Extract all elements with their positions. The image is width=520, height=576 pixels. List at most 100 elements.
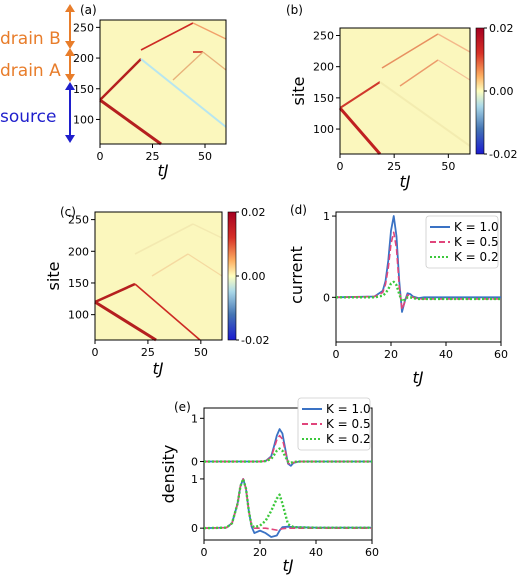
panel-b-ytick-label: 150 bbox=[313, 92, 334, 105]
panel-a-heatmap-background bbox=[100, 20, 226, 144]
panel-d-ylabel: current bbox=[287, 246, 306, 304]
panel-e-label: (e) bbox=[174, 400, 191, 414]
panel-a-ytick-label: 250 bbox=[73, 21, 94, 34]
panel-e-lower-lines bbox=[203, 477, 372, 538]
annotation-drain-a-arrow bbox=[65, 48, 75, 82]
panel-b-xtick-label: 25 bbox=[387, 160, 401, 173]
panel-b-frame bbox=[339, 27, 471, 155]
panel-b: (b) 100 150 200 250 0 25 50 tJ site 0.02 0.00 -… bbox=[286, 3, 517, 191]
panel-b-drain-b-front bbox=[381, 33, 439, 69]
panel-b-ytick-label: 200 bbox=[313, 61, 334, 74]
annotation-drain-b: drain B bbox=[0, 29, 61, 49]
panel-b-transmitted-wave bbox=[379, 81, 471, 147]
panel-b-label: (b) bbox=[286, 3, 303, 17]
panel-c-colorbar bbox=[227, 211, 237, 341]
panel-d-legend-label: K = 0.5 bbox=[454, 235, 499, 249]
panel-d-legend-label: K = 1.0 bbox=[454, 220, 499, 234]
panel-c-y-ticks: 100 150 200 250 bbox=[68, 214, 95, 322]
panel-d-y-ticks: 01 bbox=[323, 210, 336, 304]
panel-a-heatmap-features bbox=[99, 22, 227, 146]
panel-c-colorbar-ticks: 0.02 0.00 -0.02 bbox=[236, 206, 269, 347]
panel-a-label: (a) bbox=[80, 3, 97, 17]
panel-b-cbtick-label: 0.02 bbox=[489, 22, 514, 35]
panel-c-drain-a-back bbox=[187, 253, 223, 277]
panel-e-upper-lines bbox=[204, 428, 372, 467]
panel-a-ytick-label: 200 bbox=[73, 52, 94, 65]
panel-a-drain-a-front bbox=[140, 22, 194, 51]
panel-b-cbtick-label: 0.00 bbox=[489, 85, 514, 98]
panel-b-xtick-label: 0 bbox=[337, 160, 344, 173]
panel-e-ylabel: density bbox=[159, 445, 178, 504]
panel-b-heatmap-features bbox=[338, 33, 471, 155]
panel-d-lines bbox=[335, 215, 501, 313]
panel-b-drain-a-front bbox=[399, 59, 439, 87]
panel-a-xtick-label: 25 bbox=[146, 150, 160, 163]
annotation-drain-a: drain A bbox=[0, 61, 61, 81]
panel-c-frame bbox=[94, 211, 223, 341]
panel-c-ytick-label: 250 bbox=[68, 214, 89, 227]
panel-d-xtick-label: 40 bbox=[439, 348, 453, 361]
panel-a-forward-wave bbox=[99, 58, 142, 101]
panel-e-x-ticks: 0 20 40 60 bbox=[201, 540, 379, 559]
panel-b-forward-wave bbox=[339, 81, 381, 109]
panel-b-x-ticks: 0 25 50 bbox=[337, 154, 455, 173]
annotation-source: source bbox=[0, 107, 56, 127]
annotation-drain-b-arrow bbox=[65, 4, 75, 49]
panel-c-label: (c) bbox=[60, 205, 76, 219]
panel-c-cbtick-label: 0.00 bbox=[241, 270, 266, 283]
panel-b-reflected-wave bbox=[338, 107, 382, 155]
panel-d-xlabel: tJ bbox=[413, 368, 424, 387]
panel-b-ylabel: site bbox=[289, 77, 308, 106]
panel-a-frame bbox=[99, 19, 227, 145]
panel-e-legend-label: K = 0.2 bbox=[326, 432, 371, 446]
panel-e-y-ticks: 0 1 0 1 bbox=[191, 412, 204, 535]
panel-a-drain-a-late bbox=[202, 51, 227, 71]
panel-d: (d) 01 0 20 40 60 tJ current K = 1.0K = 0.5… bbox=[287, 203, 508, 387]
panel-a-x-ticks: 0 25 50 bbox=[97, 144, 212, 163]
panel-e-upper-line-3 bbox=[204, 447, 372, 465]
panel-d-ytick-label: 1 bbox=[323, 210, 330, 223]
panel-e-upper-ytick-label: 1 bbox=[191, 412, 198, 425]
panel-b-y-ticks: 100 150 200 250 bbox=[313, 29, 340, 136]
panel-e-lower-ytick-label: 0 bbox=[191, 522, 198, 535]
panel-e-upper-line-2 bbox=[204, 434, 372, 466]
panel-b-heatmap-background bbox=[340, 28, 470, 154]
panel-c-reflected-wave bbox=[94, 300, 157, 342]
panel-c-drain-a-front bbox=[151, 253, 189, 277]
panel-d-x-ticks: 0 20 40 60 bbox=[333, 342, 508, 361]
panel-d-legend-label: K = 0.2 bbox=[454, 250, 499, 264]
panel-c-heatmap-features bbox=[94, 223, 223, 342]
annotation-source-arrow bbox=[65, 82, 75, 143]
panel-b-cbtick-label: -0.02 bbox=[489, 148, 517, 161]
panel-a-reflected-wave bbox=[99, 98, 162, 146]
panel-c-drain-b-back bbox=[192, 223, 223, 239]
panel-b-drain-b-back bbox=[437, 33, 471, 53]
panel-c-ylabel: site bbox=[44, 262, 63, 291]
panel-a-y-ticks: 100 150 200 250 bbox=[73, 21, 100, 126]
panel-b-xtick-label: 50 bbox=[441, 160, 455, 173]
panel-c-forward-wave bbox=[94, 282, 136, 304]
panel-c-cbtick-label: 0.02 bbox=[241, 206, 266, 219]
panel-a-transmitted-wave bbox=[140, 58, 227, 128]
panel-a-ytick-label: 100 bbox=[73, 113, 94, 126]
panel-d-xtick-label: 20 bbox=[384, 348, 398, 361]
panel-e-upper-ytick-label: 0 bbox=[191, 456, 198, 469]
panel-d-legend-box bbox=[425, 215, 499, 269]
panel-e-lower-line-2 bbox=[203, 478, 372, 531]
panel-e-legend-box bbox=[297, 397, 371, 451]
panel-e-legend-label: K = 1.0 bbox=[326, 402, 371, 416]
panel-a-ytick-label: 150 bbox=[73, 83, 94, 96]
panel-c-ytick-label: 150 bbox=[68, 277, 89, 290]
panel-d-label: (d) bbox=[290, 203, 307, 217]
panel-b-xlabel: tJ bbox=[400, 172, 411, 191]
panel-b-drain-a-back bbox=[437, 59, 471, 81]
panel-c-heatmap-background bbox=[95, 212, 222, 340]
panel-a-drain-a-back bbox=[192, 22, 227, 40]
panel-c-xlabel: tJ bbox=[153, 359, 164, 378]
panel-c-xtick-label: 0 bbox=[92, 346, 99, 359]
panel-e-lower-line-3 bbox=[203, 477, 372, 530]
panel-d-xtick-label: 60 bbox=[494, 348, 508, 361]
panel-a-xtick-label: 0 bbox=[97, 150, 104, 163]
panel-e-legend-label: K = 0.5 bbox=[326, 417, 371, 431]
